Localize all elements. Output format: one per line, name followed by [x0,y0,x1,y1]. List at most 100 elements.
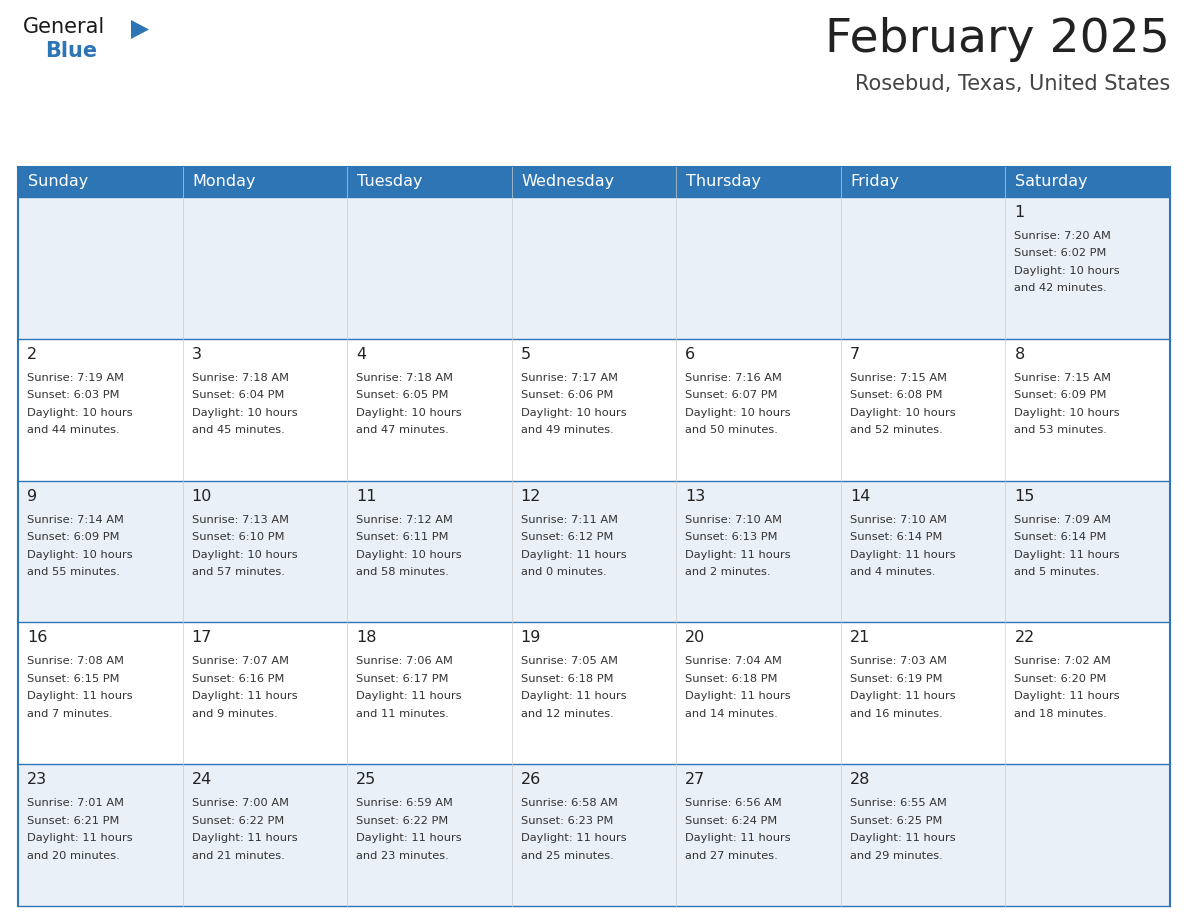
Text: Sunrise: 7:15 AM: Sunrise: 7:15 AM [1015,373,1112,383]
Text: Sunset: 6:02 PM: Sunset: 6:02 PM [1015,249,1107,259]
Text: Daylight: 10 hours: Daylight: 10 hours [1015,408,1120,418]
Text: Sunset: 6:12 PM: Sunset: 6:12 PM [520,532,613,543]
Text: Daylight: 11 hours: Daylight: 11 hours [685,691,791,701]
Text: Sunset: 6:15 PM: Sunset: 6:15 PM [27,674,120,684]
Text: Sunrise: 7:16 AM: Sunrise: 7:16 AM [685,373,782,383]
Text: 25: 25 [356,772,377,788]
Text: 17: 17 [191,631,211,645]
Text: Daylight: 11 hours: Daylight: 11 hours [685,550,791,560]
Text: Sunrise: 7:02 AM: Sunrise: 7:02 AM [1015,656,1111,666]
Text: General: General [23,17,106,37]
Text: Daylight: 11 hours: Daylight: 11 hours [27,834,133,844]
FancyBboxPatch shape [1005,167,1170,197]
Text: Friday: Friday [851,174,899,189]
Text: Daylight: 11 hours: Daylight: 11 hours [849,550,955,560]
Text: Blue: Blue [45,41,97,61]
Text: Sunset: 6:14 PM: Sunset: 6:14 PM [1015,532,1107,543]
Text: 14: 14 [849,488,871,504]
Text: Sunrise: 7:20 AM: Sunrise: 7:20 AM [1015,231,1111,241]
Text: and 27 minutes.: and 27 minutes. [685,851,778,861]
Polygon shape [131,20,148,39]
Text: 15: 15 [1015,488,1035,504]
Text: 28: 28 [849,772,871,788]
Text: and 45 minutes.: and 45 minutes. [191,425,284,435]
Text: Tuesday: Tuesday [358,174,423,189]
Text: Daylight: 11 hours: Daylight: 11 hours [520,691,626,701]
Text: and 55 minutes.: and 55 minutes. [27,567,120,577]
Text: and 12 minutes.: and 12 minutes. [520,709,613,719]
Text: 24: 24 [191,772,211,788]
Text: Daylight: 11 hours: Daylight: 11 hours [685,834,791,844]
Text: Daylight: 10 hours: Daylight: 10 hours [191,550,297,560]
FancyBboxPatch shape [18,764,1170,906]
Text: 22: 22 [1015,631,1035,645]
Text: Sunrise: 6:56 AM: Sunrise: 6:56 AM [685,798,782,808]
Text: Sunset: 6:20 PM: Sunset: 6:20 PM [1015,674,1107,684]
Text: Sunset: 6:18 PM: Sunset: 6:18 PM [520,674,613,684]
FancyBboxPatch shape [18,481,1170,622]
Text: Sunrise: 7:17 AM: Sunrise: 7:17 AM [520,373,618,383]
Text: Thursday: Thursday [687,174,762,189]
Text: Sunrise: 7:08 AM: Sunrise: 7:08 AM [27,656,124,666]
Text: Wednesday: Wednesday [522,174,615,189]
Text: Sunrise: 7:10 AM: Sunrise: 7:10 AM [849,515,947,524]
Text: Sunset: 6:21 PM: Sunset: 6:21 PM [27,816,119,825]
Text: 13: 13 [685,488,706,504]
Text: 1: 1 [1015,205,1025,220]
Text: and 47 minutes.: and 47 minutes. [356,425,449,435]
Text: and 58 minutes.: and 58 minutes. [356,567,449,577]
Text: and 23 minutes.: and 23 minutes. [356,851,449,861]
Text: Sunrise: 7:11 AM: Sunrise: 7:11 AM [520,515,618,524]
Text: Daylight: 10 hours: Daylight: 10 hours [356,408,462,418]
Text: and 5 minutes.: and 5 minutes. [1015,567,1100,577]
Text: and 14 minutes.: and 14 minutes. [685,709,778,719]
Text: Sunset: 6:16 PM: Sunset: 6:16 PM [191,674,284,684]
Text: Sunrise: 7:13 AM: Sunrise: 7:13 AM [191,515,289,524]
Text: and 42 minutes.: and 42 minutes. [1015,284,1107,294]
Text: 11: 11 [356,488,377,504]
Text: Daylight: 10 hours: Daylight: 10 hours [356,550,462,560]
Text: Sunrise: 7:07 AM: Sunrise: 7:07 AM [191,656,289,666]
Text: Daylight: 11 hours: Daylight: 11 hours [191,691,297,701]
Text: and 44 minutes.: and 44 minutes. [27,425,120,435]
Text: Daylight: 11 hours: Daylight: 11 hours [520,834,626,844]
Text: Sunset: 6:25 PM: Sunset: 6:25 PM [849,816,942,825]
Text: Sunset: 6:07 PM: Sunset: 6:07 PM [685,390,778,400]
Text: Sunrise: 6:55 AM: Sunrise: 6:55 AM [849,798,947,808]
FancyBboxPatch shape [512,167,676,197]
Text: 8: 8 [1015,347,1025,362]
Text: 4: 4 [356,347,366,362]
Text: 21: 21 [849,631,871,645]
FancyBboxPatch shape [18,339,1170,481]
Text: and 29 minutes.: and 29 minutes. [849,851,942,861]
Text: Daylight: 11 hours: Daylight: 11 hours [1015,550,1120,560]
Text: Sunset: 6:05 PM: Sunset: 6:05 PM [356,390,449,400]
Text: Daylight: 11 hours: Daylight: 11 hours [520,550,626,560]
Text: Rosebud, Texas, United States: Rosebud, Texas, United States [854,74,1170,94]
Text: and 16 minutes.: and 16 minutes. [849,709,942,719]
Text: Daylight: 11 hours: Daylight: 11 hours [356,834,462,844]
FancyBboxPatch shape [183,167,347,197]
Text: and 50 minutes.: and 50 minutes. [685,425,778,435]
Text: Sunrise: 7:18 AM: Sunrise: 7:18 AM [356,373,453,383]
Text: 18: 18 [356,631,377,645]
Text: Daylight: 11 hours: Daylight: 11 hours [849,834,955,844]
Text: Sunrise: 7:12 AM: Sunrise: 7:12 AM [356,515,453,524]
Text: Sunset: 6:22 PM: Sunset: 6:22 PM [356,816,448,825]
Text: Daylight: 11 hours: Daylight: 11 hours [1015,691,1120,701]
Text: 5: 5 [520,347,531,362]
Text: 7: 7 [849,347,860,362]
Text: 3: 3 [191,347,202,362]
Text: and 9 minutes.: and 9 minutes. [191,709,277,719]
Text: Sunset: 6:18 PM: Sunset: 6:18 PM [685,674,778,684]
Text: Sunrise: 7:09 AM: Sunrise: 7:09 AM [1015,515,1112,524]
Text: and 53 minutes.: and 53 minutes. [1015,425,1107,435]
Text: 6: 6 [685,347,695,362]
Text: and 25 minutes.: and 25 minutes. [520,851,613,861]
Text: Sunrise: 7:06 AM: Sunrise: 7:06 AM [356,656,453,666]
Text: Sunset: 6:06 PM: Sunset: 6:06 PM [520,390,613,400]
Text: 2: 2 [27,347,37,362]
Text: Monday: Monday [192,174,257,189]
Text: 26: 26 [520,772,541,788]
Text: 16: 16 [27,631,48,645]
